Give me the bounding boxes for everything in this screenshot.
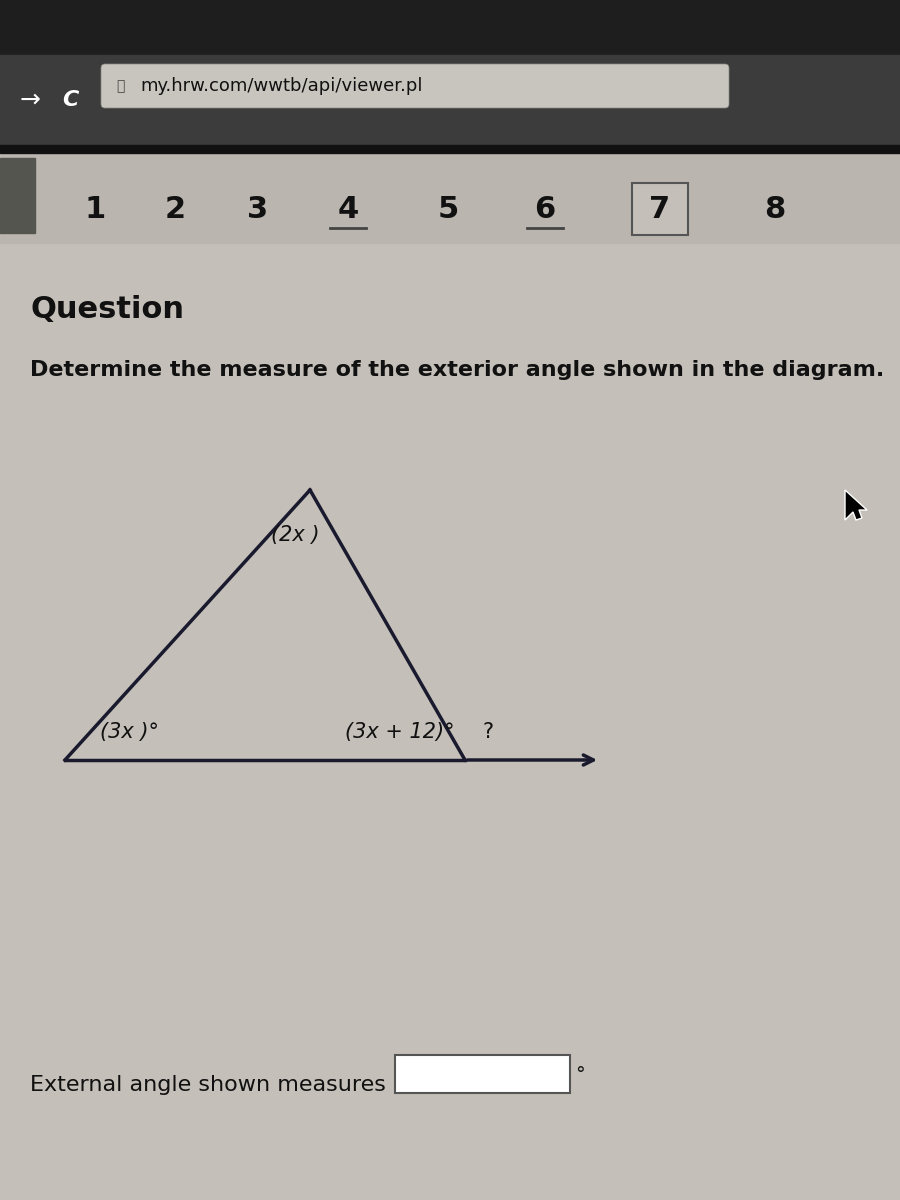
Text: 7: 7	[650, 196, 670, 224]
Text: 🔒: 🔒	[116, 79, 124, 92]
Text: Determine the measure of the exterior angle shown in the diagram.: Determine the measure of the exterior an…	[30, 360, 884, 380]
Text: C: C	[62, 90, 78, 110]
Text: 1: 1	[85, 196, 105, 224]
Text: my.hrw.com/wwtb/api/viewer.pl: my.hrw.com/wwtb/api/viewer.pl	[140, 77, 422, 95]
FancyBboxPatch shape	[101, 64, 729, 108]
Text: 6: 6	[535, 196, 555, 224]
Text: 5: 5	[437, 196, 459, 224]
Text: 4: 4	[338, 196, 358, 224]
Bar	[0, 152, 900, 242]
Text: °: °	[575, 1064, 585, 1084]
Text: ?: ?	[483, 722, 494, 742]
Text: Question: Question	[30, 295, 184, 324]
Bar	[632, 182, 688, 235]
Bar	[0, 145, 900, 152]
Text: 2: 2	[165, 196, 185, 224]
Polygon shape	[845, 490, 867, 520]
Text: 8: 8	[764, 196, 786, 224]
Bar	[395, 1055, 570, 1093]
Text: →: →	[20, 88, 40, 112]
Bar	[0, 0, 900, 55]
Bar	[0, 158, 35, 233]
Text: 3: 3	[248, 196, 268, 224]
Bar	[0, 55, 900, 145]
Text: External angle shown measures: External angle shown measures	[30, 1075, 386, 1094]
Text: (2x ): (2x )	[271, 526, 320, 545]
Text: (3x + 12)°: (3x + 12)°	[345, 722, 454, 742]
Text: (3x )°: (3x )°	[100, 722, 159, 742]
